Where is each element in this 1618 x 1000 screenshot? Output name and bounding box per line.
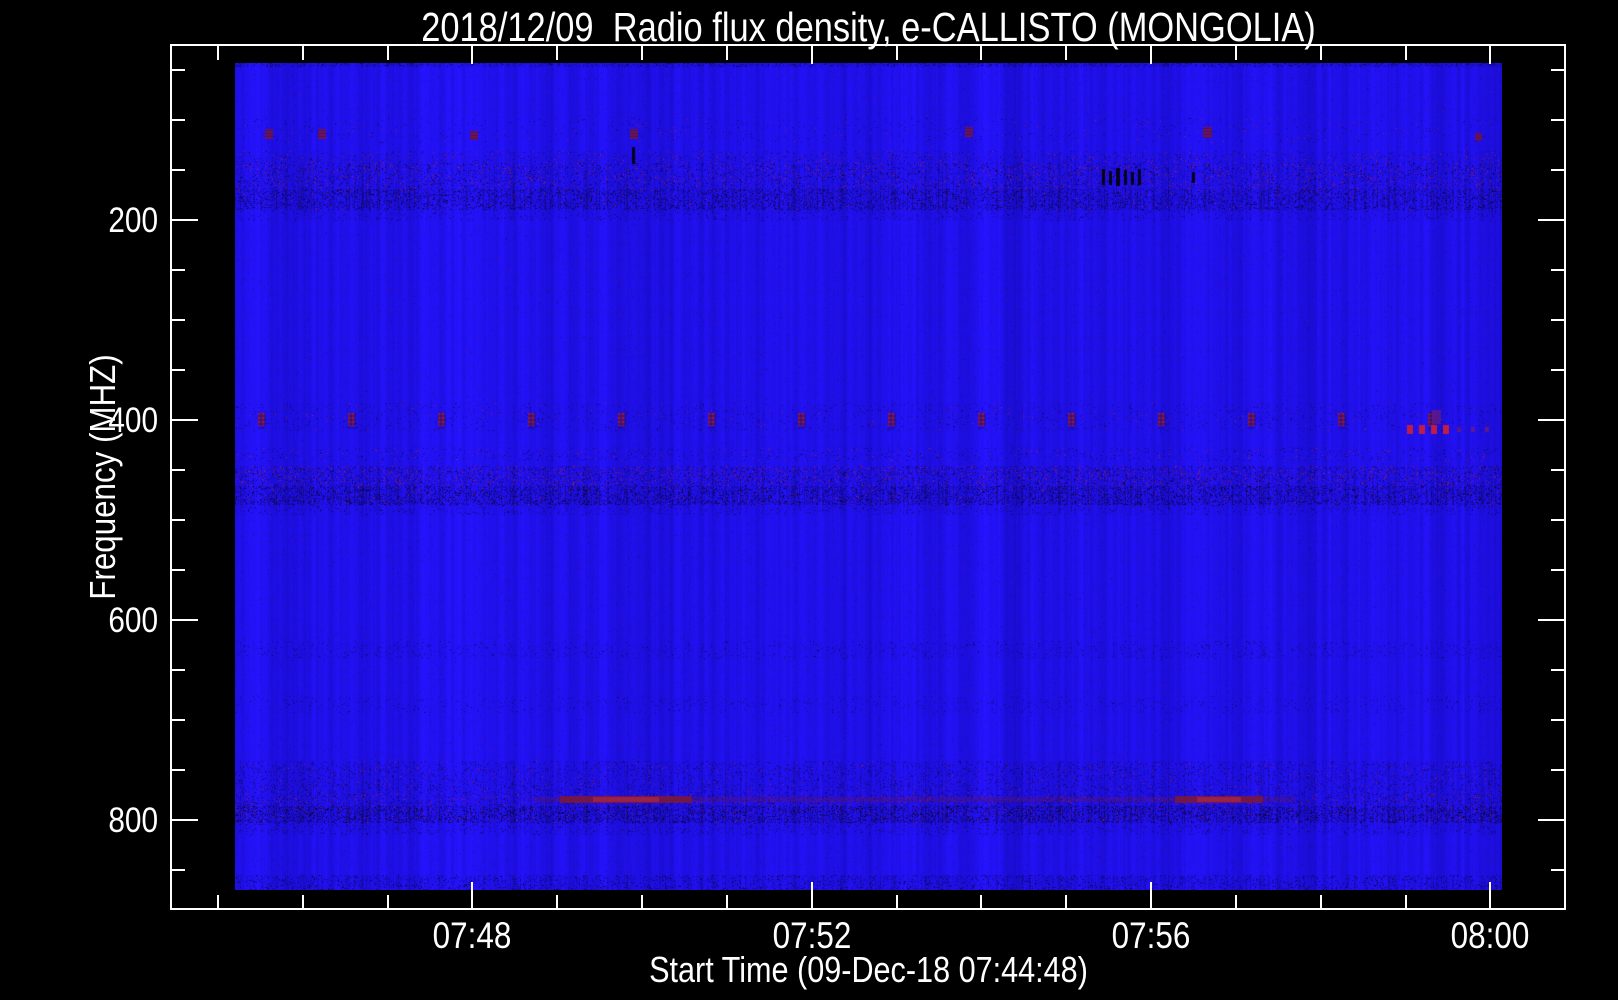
tick-mark	[556, 895, 559, 908]
tick-mark	[725, 895, 728, 908]
tick-mark	[1551, 319, 1564, 321]
tick-mark	[172, 569, 185, 571]
tick-mark	[1538, 419, 1564, 421]
tick-mark	[1234, 46, 1237, 60]
x-tick-label: 08:00	[1451, 915, 1530, 956]
tick-mark	[172, 169, 185, 171]
tick-mark	[810, 46, 813, 64]
tick-mark	[1489, 882, 1492, 908]
tick-mark	[172, 519, 185, 521]
tick-mark	[301, 46, 304, 60]
y-tick-label: 600	[108, 601, 158, 640]
tick-mark	[1150, 882, 1153, 908]
tick-mark	[1404, 46, 1407, 60]
tick-mark	[172, 819, 198, 821]
tick-mark	[172, 669, 185, 671]
tick-mark	[725, 46, 728, 60]
tick-mark	[172, 319, 185, 321]
tick-mark	[172, 219, 198, 221]
tick-mark	[217, 895, 219, 908]
tick-mark	[1551, 769, 1564, 771]
tick-mark	[1489, 46, 1492, 64]
tick-mark	[1551, 669, 1564, 671]
tick-mark	[895, 46, 898, 60]
x-tick-label: 07:52	[772, 915, 852, 956]
tick-mark	[1551, 69, 1564, 71]
tick-mark	[386, 46, 389, 60]
tick-mark	[1234, 895, 1237, 908]
tick-mark	[1551, 369, 1564, 371]
tick-mark	[172, 469, 185, 471]
tick-mark	[1551, 469, 1564, 471]
tick-mark	[471, 882, 474, 908]
y-tick-label: 200	[108, 201, 158, 240]
x-axis-title: Start Time (09-Dec-18 07:44:48)	[649, 949, 1088, 990]
plot-frame	[170, 44, 1566, 910]
x-tick-label: 07:48	[433, 915, 512, 956]
tick-mark	[1065, 895, 1068, 908]
tick-mark	[1551, 169, 1564, 171]
tick-mark	[895, 895, 898, 908]
tick-mark	[1551, 569, 1564, 571]
y-axis-title: Frequency (MHZ)	[82, 354, 123, 600]
tick-mark	[172, 769, 185, 771]
tick-mark	[810, 882, 813, 908]
tick-mark	[980, 895, 983, 908]
y-tick-label: 400	[108, 401, 158, 440]
tick-mark	[471, 46, 474, 64]
tick-mark	[641, 46, 644, 60]
tick-mark	[1538, 819, 1564, 821]
tick-mark	[1319, 895, 1322, 908]
tick-mark	[172, 369, 185, 371]
tick-mark	[172, 419, 198, 421]
tick-mark	[980, 46, 983, 60]
tick-mark	[172, 69, 185, 71]
tick-mark	[172, 119, 185, 121]
tick-mark	[641, 895, 644, 908]
tick-mark	[1404, 895, 1407, 908]
tick-mark	[301, 895, 304, 908]
tick-mark	[1538, 219, 1564, 221]
chart-title: 2018/12/09 Radio flux density, e-CALLIST…	[421, 4, 1316, 50]
tick-mark	[1150, 46, 1153, 64]
tick-mark	[172, 269, 185, 271]
tick-mark	[1551, 119, 1564, 121]
tick-mark	[1551, 519, 1564, 521]
tick-mark	[172, 719, 185, 721]
tick-mark	[217, 46, 219, 60]
tick-mark	[386, 895, 389, 908]
tick-mark	[172, 869, 185, 871]
spectrogram-canvas	[235, 63, 1502, 890]
tick-mark	[1551, 269, 1564, 271]
tick-mark	[1319, 46, 1322, 60]
y-tick-label: 800	[108, 801, 158, 840]
tick-mark	[1551, 869, 1564, 871]
tick-mark	[172, 619, 198, 621]
x-tick-label: 07:56	[1111, 915, 1191, 956]
tick-mark	[556, 46, 559, 60]
tick-mark	[1551, 719, 1564, 721]
tick-mark	[1065, 46, 1068, 60]
tick-mark	[1538, 619, 1564, 621]
